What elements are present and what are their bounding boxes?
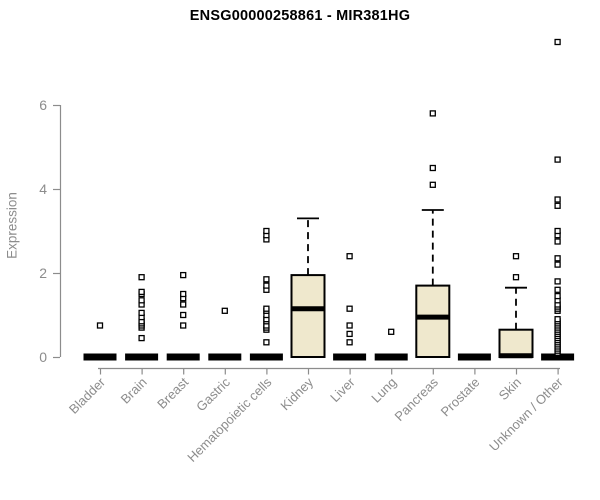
chart-title: ENSG00000258861 - MIR381HG xyxy=(189,8,411,24)
x-tick-label-unknown-other: Unknown / Other xyxy=(486,374,566,454)
x-tick-label-skin: Skin xyxy=(496,375,524,403)
y-tick-label-2: 2 xyxy=(39,265,47,281)
outlier-point-unknown-other xyxy=(554,255,561,262)
collapsed-box-gastric xyxy=(208,353,242,361)
y-tick-label-0: 0 xyxy=(39,349,47,365)
outlier-point-unknown-other xyxy=(554,196,561,203)
x-tick-label-bladder: Bladder xyxy=(66,374,109,417)
outlier-point-breast xyxy=(180,311,187,319)
outlier-point-pancreas xyxy=(429,164,436,172)
outlier-point-unknown-other xyxy=(554,38,561,46)
collapsed-box-breast xyxy=(166,353,200,361)
outlier-point-gastric xyxy=(221,307,228,314)
y-tick-label-6: 6 xyxy=(39,97,47,113)
box-pancreas xyxy=(415,284,451,359)
y-tick-label-4: 4 xyxy=(39,181,47,197)
outlier-point-liver xyxy=(346,339,353,346)
x-tick-label-kidney: Kidney xyxy=(277,374,316,413)
x-tick-label-breast: Breast xyxy=(154,374,191,411)
outlier-point-hematopoietic-cells xyxy=(263,305,270,312)
x-tick-label-prostate: Prostate xyxy=(438,375,483,420)
x-tick-label-lung: Lung xyxy=(368,375,399,406)
collapsed-box-brain xyxy=(125,353,159,361)
outlier-point-liver xyxy=(346,330,353,338)
x-tick-label-pancreas: Pancreas xyxy=(391,374,441,424)
outlier-point-pancreas xyxy=(429,110,436,117)
outlier-point-brain xyxy=(138,288,145,296)
outlier-point-unknown-other xyxy=(554,156,561,163)
outlier-point-lung xyxy=(388,328,395,335)
outlier-point-unknown-other xyxy=(554,292,561,300)
x-tick-label-gastric: Gastric xyxy=(193,374,233,414)
outlier-point-breast xyxy=(180,322,187,329)
outlier-point-unknown-other xyxy=(554,278,561,285)
outlier-point-breast xyxy=(180,301,187,308)
x-tick-label-liver: Liver xyxy=(327,374,358,405)
outlier-point-unknown-other xyxy=(554,202,561,209)
box-skin xyxy=(498,328,534,359)
outlier-point-liver xyxy=(346,253,353,260)
outlier-point-hematopoietic-cells xyxy=(263,276,270,283)
outlier-point-unknown-other xyxy=(554,286,561,293)
outlier-point-skin xyxy=(512,274,520,281)
outlier-point-breast xyxy=(180,290,187,298)
outlier-point-unknown-other xyxy=(554,227,561,235)
outlier-point-brain xyxy=(138,297,145,304)
outlier-point-unknown-other xyxy=(554,261,561,268)
outlier-point-liver xyxy=(346,305,353,312)
outlier-point-unknown-other xyxy=(554,238,561,245)
outlier-point-liver xyxy=(346,322,353,329)
collapsed-box-unknown-other xyxy=(541,353,575,361)
outlier-point-brain xyxy=(138,309,145,317)
x-tick-label-brain: Brain xyxy=(118,375,150,407)
outlier-point-breast xyxy=(180,271,187,279)
collapsed-box-lung xyxy=(374,353,408,361)
collapsed-box-liver xyxy=(333,353,367,361)
outlier-point-brain xyxy=(138,274,145,281)
collapsed-box-hematopoietic-cells xyxy=(249,353,283,361)
outlier-point-hematopoietic-cells xyxy=(263,282,270,289)
outlier-point-brain xyxy=(138,334,145,342)
outlier-point-unknown-other xyxy=(554,316,561,323)
box-kidney xyxy=(290,274,326,359)
outlier-point-bladder xyxy=(96,322,104,329)
collapsed-box-prostate xyxy=(457,353,491,361)
outlier-point-hematopoietic-cells xyxy=(263,227,270,235)
outlier-point-pancreas xyxy=(429,181,436,188)
collapsed-box-bladder xyxy=(83,353,117,361)
outlier-point-skin xyxy=(512,253,520,260)
outlier-point-hematopoietic-cells xyxy=(263,339,270,346)
